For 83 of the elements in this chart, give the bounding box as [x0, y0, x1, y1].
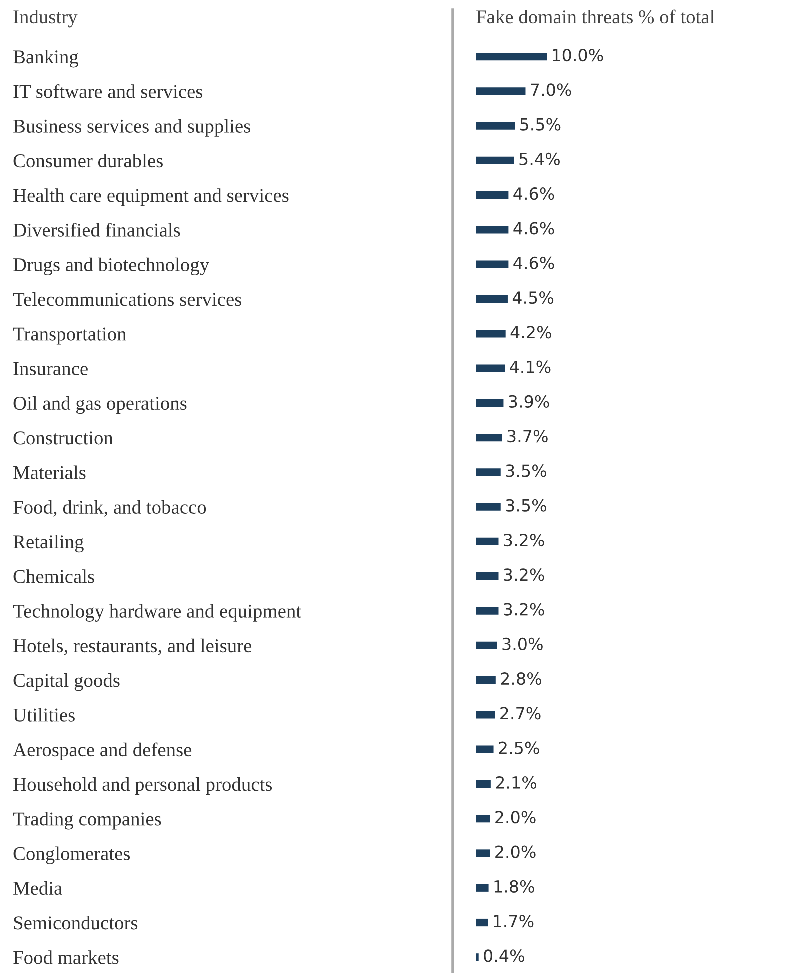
data-label: 3.2% — [504, 568, 544, 582]
bar — [476, 122, 516, 130]
data-label: 3.5% — [506, 464, 546, 478]
data-label: 3.0% — [502, 638, 543, 650]
data-label: 5.5% — [520, 118, 561, 131]
bar — [476, 607, 499, 615]
data-label: 10.0% — [553, 48, 604, 62]
data-label: 7.0% — [531, 84, 572, 96]
data-label: 2.1% — [496, 776, 537, 790]
bar — [476, 295, 508, 304]
data-label: 5.4% — [520, 152, 560, 166]
y-tick-label: Semiconductors — [14, 916, 138, 930]
y-tick-label: Drugs and biotechnology — [14, 258, 210, 276]
bar — [476, 330, 506, 338]
data-label: 4.6% — [514, 256, 554, 270]
bar — [476, 52, 548, 61]
y-tick-label: Construction — [14, 432, 114, 445]
bar — [476, 676, 496, 684]
data-label: 2.0% — [496, 811, 536, 824]
y-tick-label: Chemicals — [14, 570, 94, 584]
bar — [476, 815, 490, 823]
bar — [476, 434, 502, 442]
bar — [476, 192, 509, 200]
y-tick-label: Consumer durables — [14, 154, 163, 168]
y-tick-label: Hotels, restaurants, and leisure — [14, 638, 252, 656]
bar — [476, 468, 501, 476]
data-label: 3.2% — [504, 603, 544, 616]
bar — [476, 850, 490, 858]
bar — [476, 711, 496, 719]
y-tick-label: Banking — [14, 50, 79, 68]
y-tick-label: Aerospace and defense — [13, 742, 192, 761]
y-tick-label: Media — [14, 881, 62, 896]
data-label: 2.7% — [500, 707, 541, 720]
y-tick-label: Food markets — [14, 950, 119, 964]
data-label: 3.7% — [508, 430, 548, 443]
data-label: 4.6% — [514, 188, 554, 200]
y-tick-label: Technology hardware and equipment — [13, 604, 302, 622]
data-label: 4.6% — [514, 222, 554, 235]
data-label: 1.7% — [494, 915, 534, 928]
y-tick-label: Insurance — [14, 362, 88, 376]
data-label: 3.5% — [506, 499, 546, 512]
y-tick-label: Oil and gas operations — [14, 396, 187, 414]
bar — [476, 503, 501, 511]
y-tick-label: Trading companies — [13, 812, 162, 830]
y-tick-label: Transportation — [13, 328, 126, 345]
y-axis-title: Industry — [14, 10, 78, 28]
data-label: 3.9% — [509, 395, 550, 408]
bar — [476, 156, 514, 164]
bar — [476, 954, 479, 962]
y-tick-label: Materials — [14, 466, 86, 480]
y-tick-label: Food, drink, and tobacco — [14, 500, 206, 517]
data-label: 3.2% — [504, 534, 544, 547]
bar — [476, 364, 506, 372]
data-label: 4.5% — [512, 291, 554, 304]
bar — [476, 746, 494, 754]
y-tick-label: Utilities — [13, 708, 75, 722]
bar — [476, 260, 509, 268]
data-label: 2.0% — [496, 846, 536, 858]
data-label: 4.1% — [510, 360, 551, 374]
bar — [476, 538, 499, 546]
y-tick-label: Telecommunications services — [13, 292, 242, 306]
y-tick-label: IT software and services — [14, 84, 203, 98]
bar — [476, 88, 526, 96]
y-tick-label: Household and personal products — [14, 777, 272, 796]
bar — [476, 399, 504, 407]
data-label: 0.4% — [484, 950, 524, 962]
y-tick-label: Capital goods — [14, 674, 120, 692]
y-tick-label: Conglomerates — [14, 846, 130, 864]
bar — [476, 884, 489, 892]
y-tick-label: Health care equipment and services — [14, 188, 289, 206]
data-label: 4.2% — [510, 326, 552, 339]
bar — [476, 642, 498, 650]
data-label: 2.8% — [501, 672, 542, 686]
bar — [476, 226, 509, 234]
bar — [476, 918, 488, 927]
y-tick-label: Business services and supplies — [14, 119, 250, 137]
text: Fake domain threats % of total — [476, 10, 715, 24]
data-label: 1.8% — [494, 880, 534, 893]
y-tick-label: Diversified financials — [14, 223, 180, 237]
data-label: 2.5% — [499, 742, 540, 754]
bar — [476, 780, 491, 788]
y-tick-label: Retailing — [14, 534, 84, 553]
bar — [476, 572, 499, 580]
